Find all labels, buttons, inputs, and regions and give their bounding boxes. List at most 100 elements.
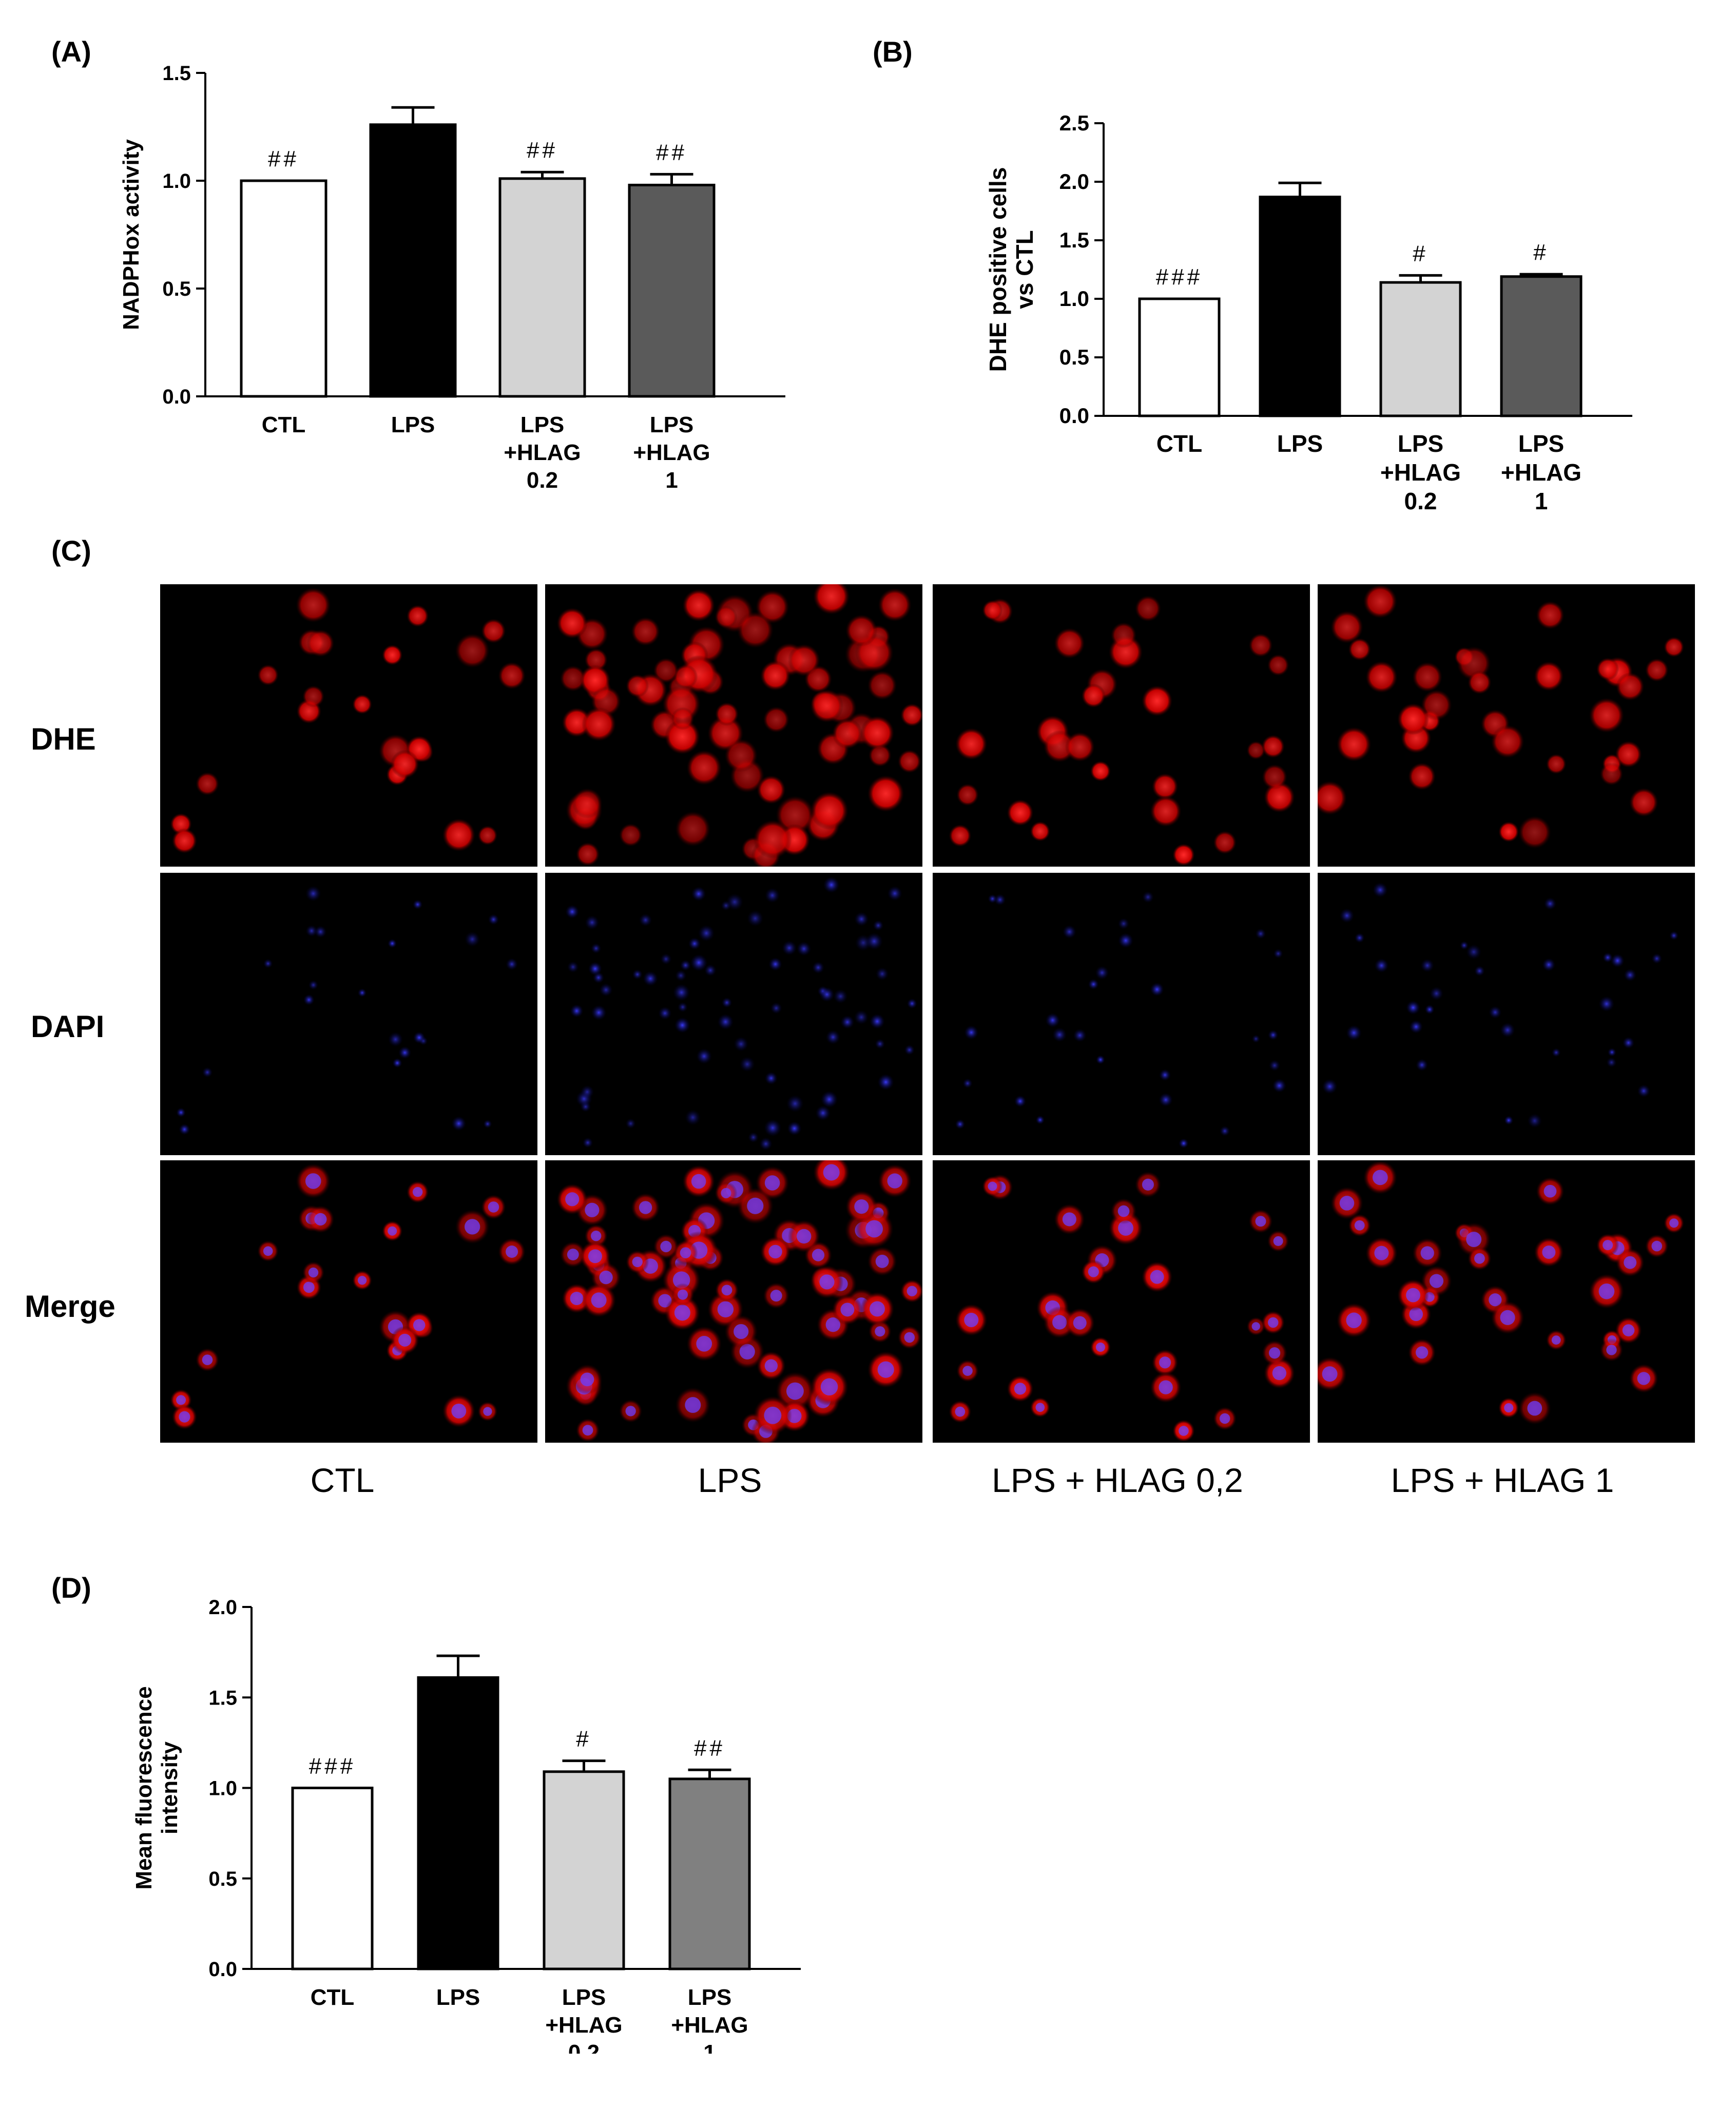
cell [1365, 661, 1398, 693]
nucleus [1598, 995, 1615, 1012]
cell [867, 671, 897, 700]
nucleus [955, 1406, 966, 1417]
row-label-merge: Merge [25, 1289, 115, 1324]
nucleus [854, 1199, 869, 1214]
nucleus [955, 1119, 966, 1129]
category-label: LPS [436, 1985, 480, 2010]
nucleus [632, 1256, 643, 1268]
nucleus [565, 1192, 580, 1207]
nucleus [677, 1002, 688, 1012]
nucleus [412, 1187, 423, 1197]
nucleus [591, 1005, 607, 1021]
nucleus [1466, 1232, 1482, 1248]
cell [813, 584, 850, 615]
nucleus [392, 1058, 402, 1068]
cell [686, 750, 722, 786]
nucleus [764, 1406, 782, 1424]
nucleus [1117, 1205, 1130, 1217]
significance-label: # [1533, 240, 1549, 265]
nucleus [506, 1246, 518, 1258]
significance-label: ## [268, 146, 299, 171]
nucleus [639, 913, 652, 927]
bar-1 [1259, 196, 1341, 417]
nucleus [1606, 1057, 1617, 1068]
nucleus [1268, 1347, 1281, 1359]
y-tick-label: 1.5 [208, 1687, 237, 1709]
nucleus [580, 1085, 594, 1099]
nucleus [1322, 1079, 1338, 1095]
nucleus [202, 1067, 213, 1078]
category-label: LPS +HLAG 1 [633, 412, 710, 493]
nucleus [263, 959, 273, 969]
nucleus [1088, 1266, 1099, 1277]
cell [1336, 727, 1372, 762]
micro-cells [949, 1171, 1295, 1442]
nucleus [588, 962, 602, 976]
nucleus [1273, 948, 1283, 959]
nucleus [1504, 1403, 1514, 1413]
y-tick-label: 1.5 [162, 62, 191, 85]
nucleus [314, 1213, 327, 1226]
nucleus [1416, 1059, 1429, 1071]
cell [1264, 781, 1295, 813]
col-label-lps: LPS [698, 1461, 762, 1499]
cell [631, 617, 660, 646]
nucleus [1052, 1027, 1067, 1042]
nucleus [1489, 1293, 1502, 1307]
cell [306, 629, 335, 657]
nucleus [1150, 1270, 1164, 1284]
nucleus [582, 1425, 593, 1436]
micro-image-r2-c0 [160, 1160, 537, 1443]
nucleus [1637, 1084, 1650, 1098]
nucleus [812, 961, 825, 974]
nucleus [696, 1048, 712, 1064]
nucleus [786, 1382, 804, 1400]
nucleus [588, 1249, 602, 1263]
nucleus [1420, 1246, 1434, 1260]
cell [867, 775, 904, 812]
nucleus [797, 1229, 812, 1244]
category-label: LPS +HLAG 0.2 [1380, 430, 1461, 514]
nucleus [1062, 1212, 1076, 1227]
nucleus [308, 980, 319, 990]
cell [900, 703, 922, 727]
micro-image-r2-c3 [1318, 1160, 1695, 1443]
nucleus [179, 1123, 190, 1135]
chart-b: 0.0 0.5 1.0 1.5 2.0 2.5 DHE positive cellsvs C… [985, 111, 1632, 514]
nucleus [1429, 1274, 1444, 1288]
panel-label-c: (C) [51, 534, 91, 567]
cell [1534, 661, 1564, 691]
nucleus [674, 1017, 690, 1033]
nucleus [1346, 1025, 1362, 1041]
cell [455, 633, 490, 668]
nucleus [1118, 933, 1133, 948]
micro-image-r1-c2 [933, 873, 1310, 1155]
nucleus [1374, 1246, 1389, 1260]
nucleus [994, 894, 1006, 906]
nucleus [599, 983, 613, 997]
nucleus [1429, 986, 1444, 1001]
cell [724, 739, 758, 772]
nucleus [1088, 979, 1099, 990]
nucleus [768, 1245, 782, 1259]
nucleus [887, 886, 902, 901]
bar-0 [291, 1787, 374, 1970]
nucleus [1466, 944, 1482, 960]
nucleus [176, 1395, 186, 1405]
panel-label-b: (B) [873, 35, 913, 68]
cell [196, 772, 219, 796]
panel-label-d: (D) [51, 1572, 91, 1604]
nucleus [1035, 1403, 1045, 1412]
cell [576, 842, 600, 866]
nucleus [308, 1267, 319, 1278]
nucleus [263, 1246, 273, 1256]
nucleus [823, 1164, 840, 1181]
y-tick-label: 1.0 [1059, 286, 1089, 311]
nucleus [1150, 982, 1164, 997]
cell [382, 644, 403, 665]
nucleus [1603, 952, 1613, 963]
cell [1262, 764, 1287, 790]
nucleus [303, 1281, 315, 1293]
nucleus [734, 1036, 749, 1052]
cell [1629, 788, 1658, 817]
